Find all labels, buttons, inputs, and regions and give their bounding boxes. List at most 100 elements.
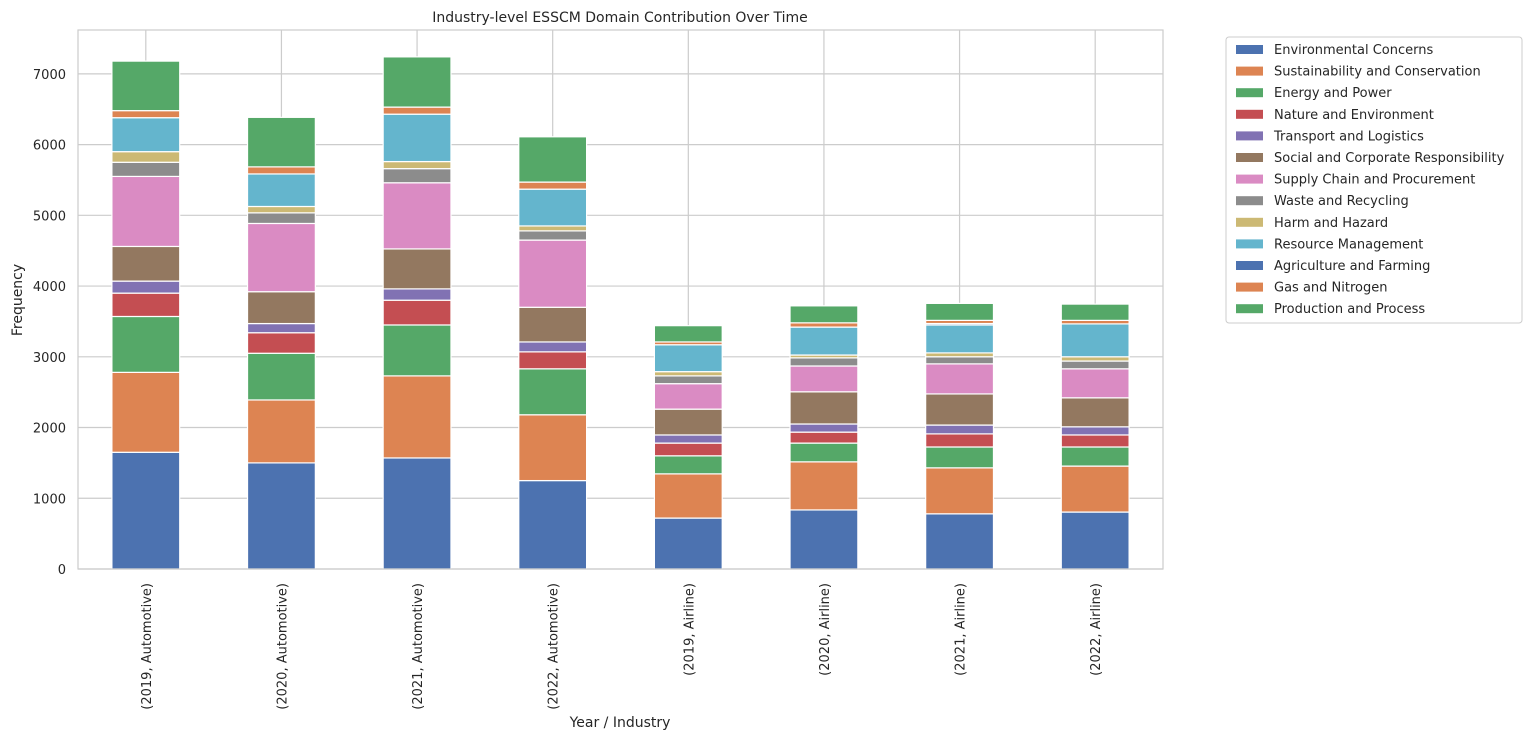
x-tick-label: (2020, Airline)	[818, 583, 833, 676]
legend-label: Nature and Environment	[1274, 108, 1434, 123]
bar-segment	[925, 302, 995, 321]
bar-segment	[653, 383, 723, 410]
legend-swatch	[1236, 304, 1263, 314]
bar-segment	[789, 423, 859, 433]
bar-segment	[518, 136, 588, 183]
y-tick-label: 7000	[33, 68, 66, 83]
legend-swatch	[1236, 45, 1263, 54]
bar-segment	[925, 424, 995, 435]
bar-segment	[111, 315, 181, 373]
y-tick-label: 0	[58, 563, 66, 578]
bar-segment	[925, 356, 995, 365]
legend-label: Harm and Hazard	[1274, 216, 1388, 231]
bar-segment	[653, 455, 723, 475]
bar-segment	[789, 509, 859, 570]
bar-segment	[518, 306, 588, 343]
legend-label: Energy and Power	[1274, 86, 1392, 101]
bar-segment	[382, 160, 452, 170]
bar-segment	[111, 451, 181, 570]
bar-segment	[382, 113, 452, 163]
bar-segment	[518, 225, 588, 232]
y-tick-label: 3000	[33, 351, 66, 366]
bar-segment	[653, 371, 723, 377]
bar-segment	[789, 326, 859, 356]
bar-segment	[789, 357, 859, 367]
legend-swatch	[1236, 174, 1263, 184]
bar-segment	[382, 248, 452, 290]
bar-segment	[518, 188, 588, 227]
x-tick-label: (2019, Automotive)	[140, 583, 155, 710]
bar-segment	[653, 408, 723, 436]
y-tick-label: 2000	[33, 422, 66, 437]
bar-segment	[246, 352, 316, 401]
bar-segment	[518, 368, 588, 416]
legend-swatch	[1236, 217, 1263, 227]
legend-label: Social and Corporate Responsibility	[1274, 151, 1505, 166]
bar-segment	[382, 457, 452, 570]
bar-segment	[1060, 446, 1130, 467]
bar-segment	[1060, 426, 1130, 436]
legend-swatch	[1236, 109, 1263, 119]
y-axis-label: Frequency	[10, 264, 26, 336]
bar-segment	[246, 205, 316, 214]
bar-segment	[518, 239, 588, 308]
bar-segment	[789, 431, 859, 444]
bar-segment	[382, 106, 452, 115]
legend-label: Production and Process	[1274, 302, 1425, 317]
y-tick-label: 4000	[33, 280, 66, 295]
bar-segment	[111, 161, 181, 178]
legend-label: Sustainability and Conservation	[1274, 65, 1481, 80]
x-tick-label: (2021, Airline)	[954, 583, 969, 676]
bar-segment	[246, 332, 316, 354]
x-tick-label: (2022, Automotive)	[547, 583, 562, 710]
bar-segment	[653, 375, 723, 385]
bar-segment	[1060, 397, 1130, 428]
bar-segment	[518, 414, 588, 482]
bar-segment	[111, 117, 181, 153]
bar-segment	[925, 324, 995, 354]
bar-segment	[382, 324, 452, 377]
bar-segment	[382, 299, 452, 326]
legend-swatch	[1236, 239, 1263, 249]
bar-segment	[518, 181, 588, 190]
bar-segment	[789, 365, 859, 393]
bar-segment	[111, 292, 181, 318]
bar-segment	[1060, 465, 1130, 513]
bar-segment	[111, 110, 181, 119]
bar-segment	[1060, 511, 1130, 570]
bar-segment	[246, 116, 316, 168]
legend-swatch	[1236, 131, 1263, 141]
bar-segment	[382, 182, 452, 250]
bar-segment	[789, 461, 859, 511]
bar-segment	[925, 513, 995, 570]
bar-segment	[111, 280, 181, 294]
bar-segment	[246, 166, 316, 175]
bar-segment	[111, 151, 181, 163]
bar-segment	[789, 391, 859, 425]
bar-segment	[246, 462, 316, 570]
bar-segment	[111, 60, 181, 112]
x-tick-label: (2020, Automotive)	[275, 583, 290, 710]
bar-segment	[382, 288, 452, 301]
bar-segment	[653, 434, 723, 444]
bar-segment	[789, 442, 859, 463]
legend-label: Waste and Recycling	[1274, 194, 1409, 209]
bar-segment	[1060, 303, 1130, 321]
bar-segment	[925, 467, 995, 515]
bar-segment	[653, 325, 723, 343]
legend-label: Resource Management	[1274, 237, 1423, 252]
bars	[111, 56, 1130, 570]
bar-segment	[925, 393, 995, 426]
y-tick-label: 6000	[33, 139, 66, 154]
bar-segment	[1060, 356, 1130, 362]
plot-frame	[77, 29, 1164, 570]
legend-label: Transport and Logistics	[1273, 129, 1424, 144]
legend: Environmental Concerns Sustainability and…	[1225, 36, 1523, 324]
legend-swatch	[1236, 196, 1263, 206]
grid	[78, 30, 1163, 570]
bar-segment	[518, 341, 588, 353]
legend-label: Supply Chain and Procurement	[1274, 173, 1475, 188]
bar-segment	[1060, 434, 1130, 448]
x-tick-labels: (2019, Automotive) (2020, Automotive) (202…	[140, 583, 1104, 710]
